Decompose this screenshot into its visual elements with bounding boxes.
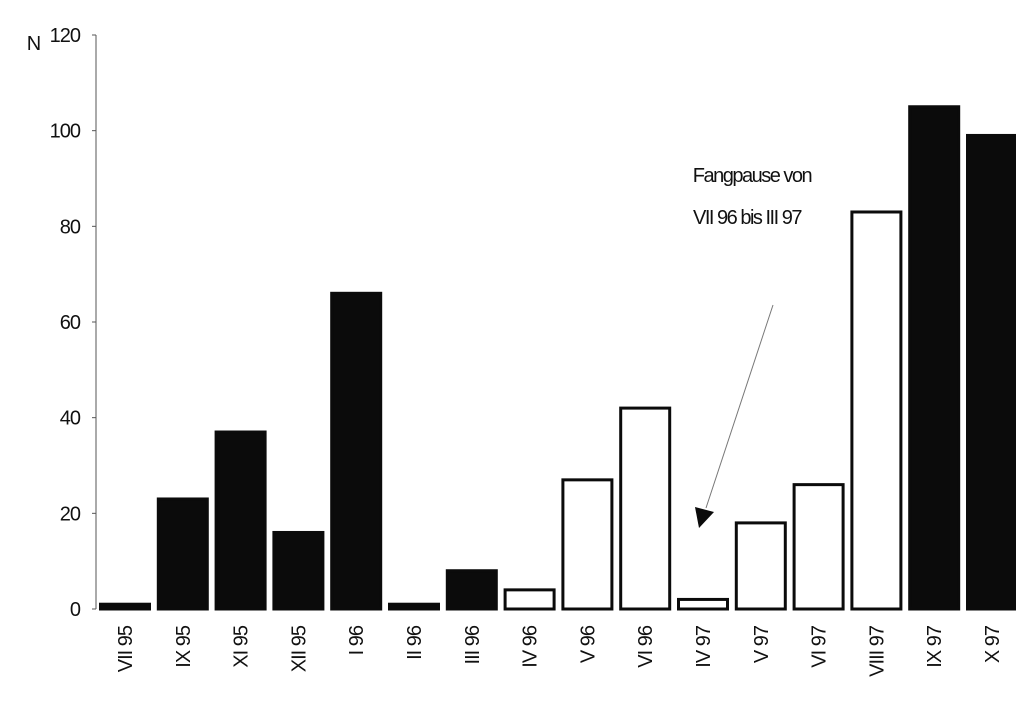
- x-tick-label: IV 97: [693, 625, 715, 668]
- x-tick-labels: VII 95 IX 95 XI 95 XII 95 I 96 II 96 III 96 IV …: [115, 625, 1004, 677]
- bar-v-96: [561, 478, 614, 611]
- bar-x-97: [966, 133, 1016, 611]
- x-tick-label: VIII 97: [866, 625, 888, 677]
- bar-iii-96: [445, 569, 498, 611]
- bar-iv-96: [503, 588, 556, 611]
- x-tick-label: VI 97: [809, 625, 831, 668]
- y-tick-label: 60: [60, 312, 81, 334]
- x-tick-label: V 96: [577, 625, 599, 663]
- bar-vii-95: [99, 602, 151, 611]
- annotation-line-2: VII 96 bis III 97: [693, 207, 802, 229]
- bars: [99, 105, 1016, 611]
- x-tick-label: VI 96: [635, 625, 657, 668]
- bar-xii-95: [272, 530, 325, 611]
- y-tick-label: 80: [60, 216, 81, 238]
- x-tick-label: IV 96: [520, 625, 542, 668]
- annotation-arrowhead: [695, 507, 714, 528]
- bar-xi-95: [214, 430, 267, 611]
- x-tick-label: VII 95: [115, 625, 137, 672]
- x-tick-label: XII 95: [288, 625, 310, 672]
- y-axis-label: N: [27, 33, 41, 55]
- bar-i-96: [330, 291, 383, 611]
- bar-iv-97: [677, 597, 729, 611]
- x-tick-label: I 96: [346, 625, 368, 655]
- y-tick-label: 40: [60, 408, 81, 430]
- annotation-line-1: Fangpause von: [693, 165, 812, 187]
- y-ticks: 0 20 40 60 80 100 120: [50, 25, 96, 621]
- bar-vi-97: [792, 483, 845, 611]
- x-tick-label: II 96: [404, 625, 426, 660]
- x-tick-label: V 97: [751, 625, 773, 663]
- bar-ix-95: [156, 497, 209, 611]
- annotation: Fangpause von VII 96 bis III 97: [693, 165, 813, 528]
- x-tick-label: X 97: [982, 625, 1004, 663]
- x-tick-label: III 96: [462, 625, 484, 664]
- x-tick-label: XI 95: [231, 625, 253, 668]
- y-tick-label: 100: [50, 121, 81, 143]
- y-tick-label: 20: [60, 503, 81, 525]
- bar-vi-96: [619, 406, 672, 611]
- x-tick-label: IX 95: [173, 625, 195, 668]
- x-tick-label: IX 97: [924, 625, 946, 668]
- bar-ix-97: [908, 105, 961, 611]
- annotation-arrow-line: [705, 304, 774, 509]
- y-tick-label: 0: [70, 599, 81, 621]
- y-tick-label: 120: [50, 25, 81, 47]
- bar-ii-96: [388, 602, 440, 611]
- bar-v-97: [734, 521, 787, 611]
- bar-viii-97: [850, 210, 903, 611]
